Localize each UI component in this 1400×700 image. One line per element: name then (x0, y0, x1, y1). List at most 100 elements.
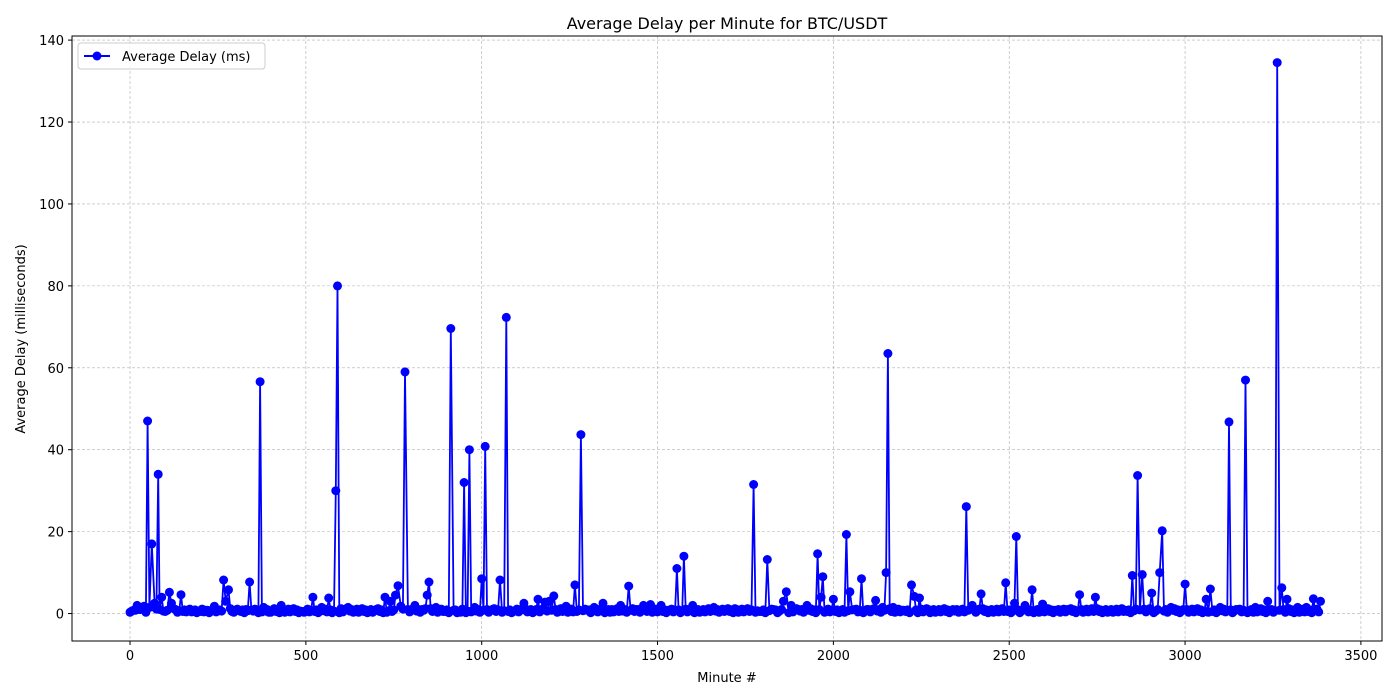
data-point (446, 324, 456, 333)
data-point (1308, 594, 1318, 604)
data-point (385, 596, 395, 606)
x-tick-label: 3500 (1344, 649, 1377, 664)
data-point (1314, 607, 1324, 617)
data-point (495, 575, 505, 585)
data-point (679, 551, 689, 561)
data-point (1282, 594, 1292, 604)
data-point (624, 581, 634, 591)
data-point (816, 592, 826, 602)
data-point (157, 592, 167, 602)
data-point (393, 581, 403, 591)
data-point (1137, 570, 1147, 580)
data-point (828, 594, 838, 604)
data-point (777, 605, 786, 614)
data-point (549, 591, 559, 601)
y-tick-label: 40 (47, 444, 64, 459)
data-point (818, 572, 828, 582)
data-point (459, 478, 469, 487)
data-point (961, 502, 971, 512)
data-point (881, 568, 891, 578)
x-tick-label: 1500 (641, 649, 674, 664)
plot-frame (71, 35, 1383, 642)
data-point (1155, 568, 1165, 578)
data-point (1027, 585, 1037, 595)
data-point (871, 595, 881, 605)
data-point (147, 539, 157, 549)
y-tick-label: 20 (47, 526, 64, 541)
data-point (389, 605, 399, 615)
data-point (1011, 532, 1021, 541)
data-point (480, 441, 490, 451)
data-point (576, 430, 586, 440)
data-point (331, 486, 341, 496)
data-point (153, 469, 163, 479)
data-point (1263, 596, 1273, 606)
data-point (176, 590, 186, 600)
data-point (533, 594, 543, 604)
data-point (1127, 571, 1137, 580)
data-point (1180, 579, 1190, 589)
y-axis-label: Average Delay (milliseconds) (14, 244, 29, 433)
data-point (1157, 526, 1167, 536)
data-point (778, 596, 788, 606)
data-point (1201, 594, 1211, 604)
data-point (308, 592, 318, 602)
data-point (883, 349, 893, 358)
data-point (813, 549, 823, 559)
data-point (221, 596, 231, 606)
y-tick-label: 100 (39, 198, 64, 213)
series-layer (125, 58, 1325, 618)
y-tick-label: 80 (47, 280, 64, 295)
data-point (845, 587, 855, 597)
data-point (749, 480, 759, 489)
data-point (164, 587, 174, 597)
data-point (245, 577, 255, 587)
chart-title: Average Delay per Minute for BTC/USDT (567, 14, 888, 33)
series-line (129, 61, 1322, 614)
x-tick-label: 2000 (817, 649, 850, 664)
data-point (915, 593, 924, 603)
legend-box (77, 42, 266, 70)
y-tick-label: 140 (39, 34, 64, 49)
x-axis-label: Minute # (697, 671, 756, 686)
data-point (422, 590, 432, 600)
data-point (333, 281, 342, 291)
data-point (477, 574, 487, 584)
y-tick-label: 0 (56, 608, 64, 623)
data-point (672, 564, 682, 573)
data-point (219, 575, 229, 585)
x-tick-label: 3000 (1169, 649, 1202, 664)
data-point (1075, 590, 1085, 600)
y-tick-label: 120 (39, 116, 64, 131)
data-point (217, 606, 227, 616)
data-point (1010, 598, 1019, 608)
data-point (501, 312, 511, 322)
data-point (391, 590, 400, 600)
legend: Average Delay (ms) (77, 42, 266, 70)
data-point (841, 530, 851, 539)
data-point (255, 377, 265, 387)
data-point (1133, 471, 1143, 480)
data-point (1090, 592, 1100, 602)
x-tick-label: 1000 (465, 649, 498, 664)
data-point (976, 589, 986, 599)
data-point (1205, 584, 1215, 594)
data-point (1277, 583, 1287, 593)
data-point (464, 445, 474, 455)
data-point (424, 577, 434, 587)
x-tick-label: 0 (126, 649, 134, 664)
data-point (1316, 596, 1325, 606)
data-point (1272, 58, 1282, 68)
data-point (762, 555, 772, 564)
x-tick-label: 2500 (993, 649, 1026, 664)
ticks: 0 500 1000 1500 2000 2500 3000 3500 0 20 40 60 80 100… (39, 34, 1377, 664)
data-point (1241, 375, 1250, 385)
legend-label: Average Delay (ms) (122, 50, 251, 65)
data-point (1001, 578, 1011, 588)
y-tick-label: 60 (47, 362, 64, 377)
data-point (857, 574, 866, 584)
data-point (1147, 588, 1157, 598)
data-point (1224, 417, 1234, 427)
data-point (598, 598, 608, 608)
